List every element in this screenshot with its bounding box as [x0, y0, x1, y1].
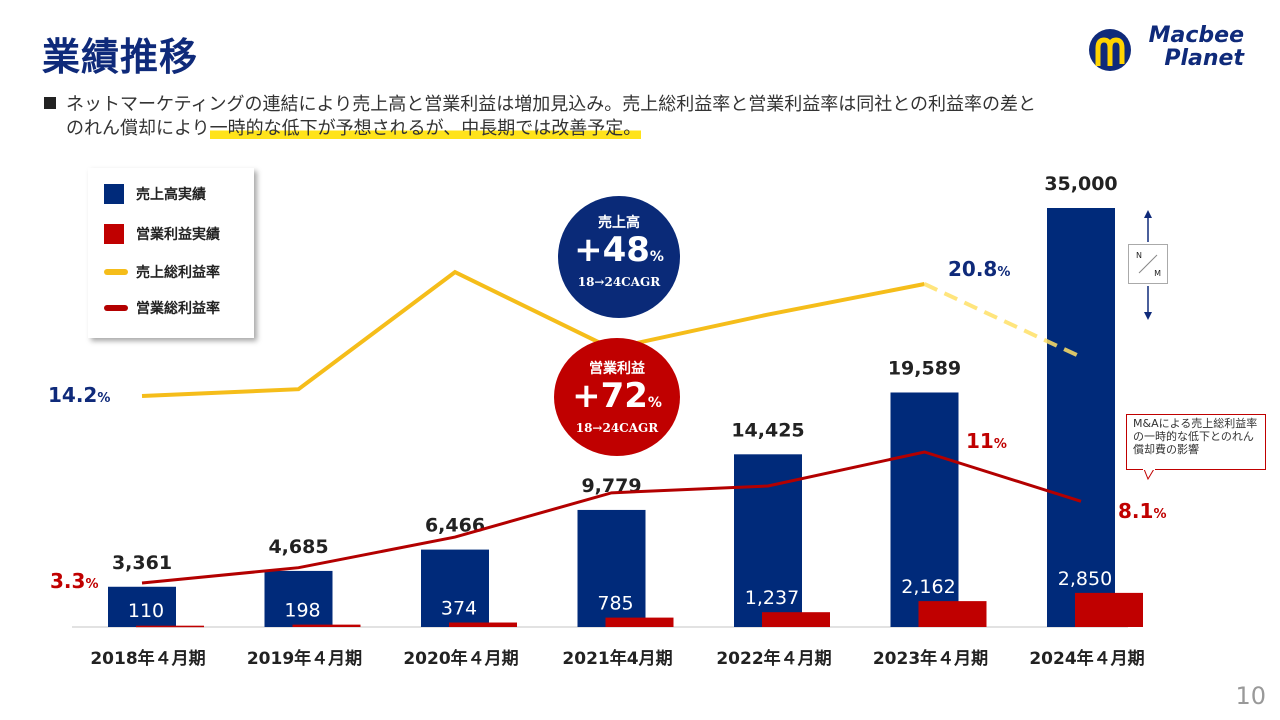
page-title: 業績推移	[42, 35, 199, 79]
sales-cagr-value: +48%	[558, 232, 680, 275]
sales-bar	[1047, 208, 1115, 627]
legend-swatch-op	[104, 224, 124, 244]
op-profit-bar	[605, 617, 674, 627]
op-margin-label-start: 3.3%	[50, 569, 98, 593]
op-value-label: 785	[597, 593, 633, 615]
legend-item-gross-margin: 売上総利益率	[104, 262, 220, 282]
sales-value-label: 19,589	[888, 357, 961, 379]
logo-line2: Planet	[1164, 46, 1244, 71]
op-cagr-unit: %	[647, 395, 662, 411]
legend-item-sales: 売上高実績	[104, 184, 206, 204]
op-profit-bar	[292, 624, 361, 627]
op-cagr-number: +72	[572, 376, 648, 416]
sales-value-label: 35,000	[1044, 173, 1117, 195]
op-profit-bar	[1075, 592, 1143, 627]
legend-label-sales: 売上高実績	[136, 187, 206, 203]
op-cagr-value: +72%	[554, 378, 680, 421]
op-profit-bar	[449, 622, 517, 627]
logo-planet-icon	[1089, 29, 1131, 71]
legend-swatch-gross-margin	[104, 269, 128, 275]
sales-cagr-sub: 18→24CAGR	[577, 275, 661, 289]
op-value-label: 374	[441, 598, 477, 620]
op-margin-line	[141, 450, 1082, 585]
summary-bullet: ネットマーケティングの連結により売上高と営業利益は増加見込み。売上総利益率と営業…	[44, 93, 1244, 141]
arrow-up-icon	[1144, 210, 1152, 218]
gross-margin-forecast-line	[923, 282, 1082, 359]
sales-value-label: 6,466	[425, 515, 485, 537]
sales-bar	[264, 570, 333, 627]
legend-item-op: 営業利益実績	[104, 224, 220, 244]
op-margin-label-peak: 11%	[966, 429, 1007, 453]
sales-bar	[577, 509, 646, 627]
up-down-arrows	[1144, 210, 1152, 320]
gross-margin-line	[141, 269, 925, 398]
op-profit-bar	[918, 601, 987, 627]
gross-margin-label-peak: 20.8%	[948, 257, 1010, 281]
bullet-line2-highlight: 一時的な低下が予想されるが、中長期では改善予定。	[209, 118, 642, 139]
category-label: 2020年４月期	[403, 648, 518, 669]
ma-callout: M&Aによる売上総利益率の一時的な低下とのれん償却費の影響	[1126, 414, 1266, 470]
legend-label-op-margin: 営業総利益率	[136, 301, 220, 317]
bullet-line1: ネットマーケティングの連結により売上高と営業利益は増加見込み。売上総利益率と営業…	[66, 94, 1037, 115]
sales-bar	[734, 454, 802, 627]
op-value-label: 2,162	[901, 576, 955, 598]
legend-swatch-op-margin	[104, 305, 128, 311]
op-cagr-label: 営業利益	[589, 361, 645, 377]
company-logo: Macbee Planet	[1088, 24, 1248, 74]
gross-margin-label-start: 14.2%	[48, 383, 110, 407]
legend-label-gross-margin: 売上総利益率	[136, 265, 220, 281]
nm-top: N	[1136, 251, 1142, 260]
sales-value-label: 3,361	[112, 552, 172, 574]
logo-line1: Macbee	[1148, 23, 1244, 48]
op-cagr-badge: 営業利益 +72% 18→24CAGR	[554, 338, 680, 456]
op-profit-bar	[762, 612, 830, 627]
sales-cagr-number: +48	[574, 230, 650, 270]
bullet-line2-plain: のれん償却により	[66, 118, 210, 139]
nm-ratio-box: N M	[1128, 244, 1168, 284]
op-value-label: 2,850	[1058, 568, 1112, 590]
sales-value-label: 4,685	[268, 536, 328, 558]
legend-swatch-sales	[104, 184, 124, 204]
logo-text: Macbee Planet	[1134, 24, 1244, 70]
category-label: 2019年４月期	[247, 648, 362, 669]
page-number: 10	[1235, 682, 1266, 710]
callout-text: M&Aによる売上総利益率の一時的な低下とのれん償却費の影響	[1133, 417, 1258, 456]
op-profit-bar	[136, 625, 204, 628]
sales-cagr-unit: %	[649, 249, 664, 265]
sales-value-label: 14,425	[731, 419, 804, 441]
legend-item-op-margin: 営業総利益率	[104, 298, 220, 318]
category-label: 2018年４月期	[90, 648, 205, 669]
sales-bar	[890, 392, 959, 627]
op-value-label: 110	[128, 600, 164, 622]
sales-cagr-label: 売上高	[598, 215, 640, 231]
op-value-label: 198	[284, 600, 320, 622]
category-label: 2024年４月期	[1029, 648, 1144, 669]
callout-pointer	[1143, 469, 1155, 481]
chart-legend: 売上高実績 営業利益実績 売上総利益率 営業総利益率	[88, 168, 254, 338]
arrow-down-icon	[1144, 312, 1152, 320]
category-label: 2022年４月期	[716, 648, 831, 669]
nm-bottom: M	[1154, 269, 1161, 278]
sales-bar	[421, 549, 489, 627]
nm-slash-icon	[1138, 254, 1158, 274]
sales-bar	[108, 586, 176, 627]
bullet-square-icon	[44, 97, 56, 109]
op-margin-label-end: 8.1%	[1118, 499, 1166, 523]
category-label: 2021年4月期	[562, 648, 672, 669]
legend-label-op: 営業利益実績	[136, 227, 220, 243]
op-value-label: 1,237	[745, 587, 799, 609]
op-cagr-sub: 18→24CAGR	[575, 421, 659, 435]
category-label: 2023年４月期	[873, 648, 988, 669]
sales-cagr-badge: 売上高 +48% 18→24CAGR	[558, 196, 680, 318]
